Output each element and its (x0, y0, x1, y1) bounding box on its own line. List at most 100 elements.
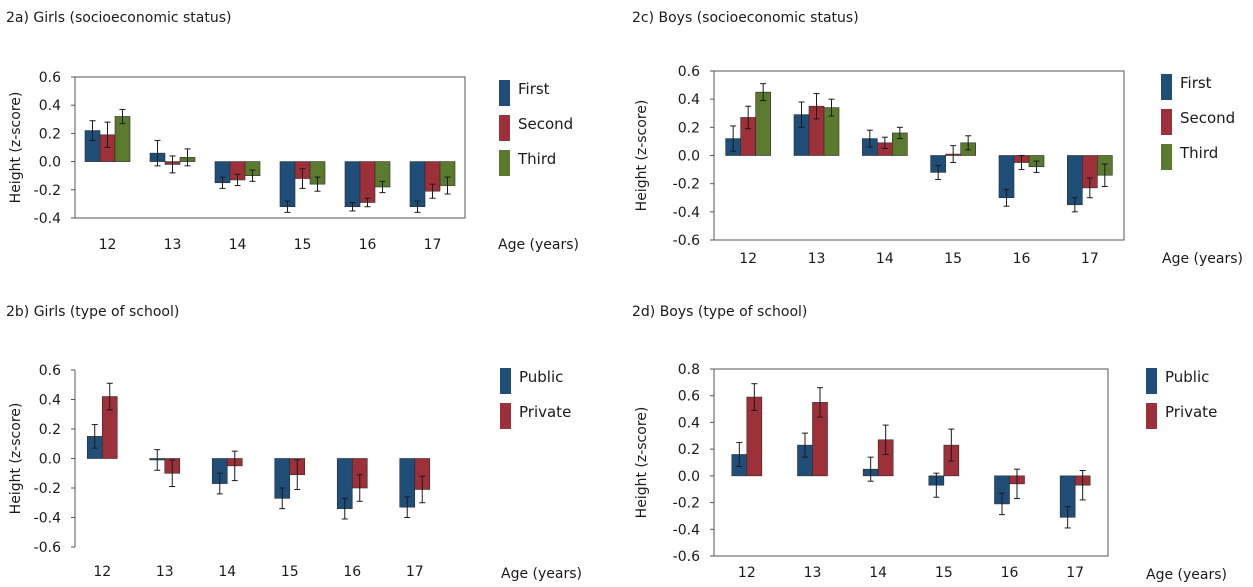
y-tick-label: 0.6 (678, 389, 700, 405)
x-tick-label: 16 (1013, 251, 1031, 267)
x-tick-label: 12 (93, 564, 111, 580)
legend-swatch-public (1146, 368, 1157, 394)
legend-label-third: Third (517, 150, 556, 168)
y-tick-label: 0.4 (678, 92, 700, 108)
x-tick-label: 16 (343, 564, 361, 580)
y-tick-label: -0.2 (34, 481, 61, 497)
y-tick-label: 0.0 (678, 469, 700, 485)
y-tick-label: 0.0 (678, 149, 700, 165)
y-tick-label: 0.8 (678, 362, 700, 378)
x-axis-label: Age (years) (501, 566, 582, 582)
y-tick-label: -0.2 (673, 177, 700, 193)
legend-swatch-public (500, 368, 511, 394)
x-axis-label: Age (years) (1162, 251, 1243, 267)
panel-title: 2b) Girls (type of school) (6, 304, 179, 320)
y-tick-label: 0.4 (39, 393, 61, 409)
bar-second-16 (359, 161, 376, 203)
y-tick-label: -0.2 (34, 183, 61, 199)
chart-2b: 2b) Girls (type of school) 0.6 0.4 0.2 0.0 -0… (6, 304, 582, 582)
plot-frame (713, 70, 1125, 241)
y-tick-label: -0.4 (34, 511, 61, 527)
x-tick-label: 17 (424, 237, 442, 253)
legend-label-public: Public (1165, 368, 1209, 386)
legend-swatch-second (1161, 109, 1172, 135)
y-tick-label: 0.4 (678, 415, 700, 431)
x-tick-label: 12 (99, 237, 117, 253)
plot-frame (713, 368, 1109, 557)
y-tick-label: 0.0 (39, 155, 61, 171)
x-tick-label: 14 (869, 565, 887, 581)
x-tick-label: 12 (739, 251, 757, 267)
x-tick-label: 17 (1081, 251, 1099, 267)
x-tick-label: 13 (164, 237, 182, 253)
legend-label-first: First (518, 80, 550, 98)
panel-title: 2a) Girls (socioeconomic status) (6, 10, 231, 26)
y-tick-label: 0.4 (39, 98, 61, 114)
chart-2c: 2c) Boys (socioeconomic status) 0.6 0.4 0.2… (632, 10, 1243, 267)
x-tick-label: 15 (944, 251, 962, 267)
bar-third-12 (755, 91, 771, 156)
x-tick-label: 14 (218, 564, 236, 580)
legend-swatch-private (1146, 403, 1157, 429)
y-tick-label: 0.2 (678, 442, 700, 458)
x-tick-label: 17 (1066, 565, 1084, 581)
chart-2a: 2a) Girls (socioeconomic status) 0.6 0.4 0.… (6, 10, 579, 253)
y-tick-label: -0.6 (34, 540, 61, 556)
x-tick-label: 13 (156, 564, 174, 580)
legend-label-first: First (1180, 74, 1212, 92)
legend-label-third: Third (1179, 144, 1218, 162)
y-tick-label: 0.6 (39, 363, 61, 379)
x-axis-label: Age (years) (1146, 567, 1227, 583)
x-tick-label: 15 (935, 565, 953, 581)
bar-first-16 (344, 161, 361, 208)
x-tick-label: 12 (738, 565, 756, 581)
chart-2d: 2d) Boys (type of school) 0.8 0.6 0.4 0.2 0.0… (632, 304, 1227, 583)
legend-label-second: Second (1180, 109, 1235, 127)
legend-swatch-third (1161, 144, 1172, 170)
y-tick-label: -0.2 (673, 496, 700, 512)
legend-label-private: Private (519, 403, 571, 421)
legend-label-private: Private (1165, 403, 1217, 421)
legend-swatch-private (500, 403, 511, 429)
y-tick-label: -0.4 (673, 205, 700, 221)
y-tick-label: 0.2 (39, 126, 61, 142)
legend-label-public: Public (519, 368, 563, 386)
x-tick-label: 16 (359, 237, 377, 253)
x-axis-label: Age (years) (498, 237, 579, 253)
panel-title: 2d) Boys (type of school) (632, 304, 807, 320)
legend-label-second: Second (518, 115, 573, 133)
y-axis-label: Height (z-score) (8, 92, 24, 204)
legend-swatch-first (1161, 74, 1172, 100)
bar-first-17 (409, 161, 426, 208)
y-tick-label: -0.6 (673, 549, 700, 565)
y-tick-label: -0.4 (673, 522, 700, 538)
panel-2d: 2d) Boys (type of school) 0.8 0.6 0.4 0.2 0.0… (626, 294, 1252, 587)
y-tick-label: -0.4 (34, 211, 61, 227)
x-tick-label: 14 (876, 251, 894, 267)
x-tick-label: 15 (294, 237, 312, 253)
y-tick-label: 0.6 (678, 64, 700, 80)
x-tick-label: 13 (804, 565, 822, 581)
panel-title: 2c) Boys (socioeconomic status) (632, 10, 859, 26)
legend-swatch-third (499, 150, 510, 176)
bar-first-15 (279, 161, 296, 208)
legend-swatch-first (499, 80, 510, 106)
panel-2a: 2a) Girls (socioeconomic status) 0.6 0.4 0.… (0, 0, 626, 293)
y-tick-label: 0.6 (39, 70, 61, 86)
x-tick-label: 14 (229, 237, 247, 253)
y-tick-label: 0.2 (678, 120, 700, 136)
x-tick-label: 13 (808, 251, 826, 267)
y-axis-label: Height (z-score) (634, 407, 650, 519)
x-tick-label: 15 (281, 564, 299, 580)
plot-frame (74, 76, 466, 219)
y-tick-label: 0.0 (39, 452, 61, 468)
panel-2c: 2c) Boys (socioeconomic status) 0.6 0.4 0.2… (626, 0, 1252, 293)
y-tick-label: 0.2 (39, 422, 61, 438)
y-axis-label: Height (z-score) (8, 403, 24, 515)
panel-2b: 2b) Girls (type of school) 0.6 0.4 0.2 0.0 -0… (0, 294, 626, 587)
y-axis-label: Height (z-score) (634, 100, 650, 212)
x-tick-label: 16 (1001, 565, 1019, 581)
legend-swatch-second (499, 115, 510, 141)
y-tick-label: -0.6 (673, 233, 700, 249)
x-tick-label: 17 (406, 564, 424, 580)
